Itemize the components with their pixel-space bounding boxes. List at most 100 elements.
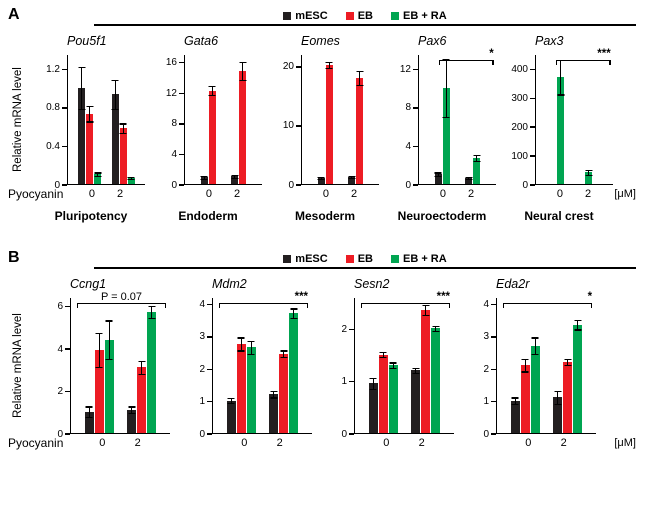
bar-group-0	[557, 59, 564, 184]
bar-mESC	[78, 66, 86, 184]
error-bar-line	[559, 59, 562, 95]
bracket-end-left	[556, 61, 558, 65]
error-bar-cap-top	[422, 304, 430, 307]
bar-mESC	[127, 406, 137, 433]
bar-EB	[520, 358, 530, 433]
y-tick-label: 1	[483, 396, 489, 408]
error-bar-cap-top	[270, 390, 278, 393]
error-bar-cap-bottom	[247, 353, 255, 355]
y-tick-label: 1	[341, 376, 347, 388]
y-tick-label: 4	[483, 298, 489, 310]
x-tick-label: 0	[556, 188, 564, 200]
y-tick-mark	[62, 68, 67, 71]
error-bar-cap-bottom	[317, 179, 325, 181]
error-bar-cap-bottom	[78, 108, 86, 111]
bar-EB+RA	[530, 337, 540, 433]
y-tick-label: 0	[288, 179, 294, 191]
error-bar-cap-bottom	[434, 176, 442, 178]
error-bar-cap-top	[94, 172, 102, 174]
error-bar-cap-bottom	[473, 160, 481, 163]
y-axis: 0 4 8 12	[388, 55, 418, 191]
bar-EB	[236, 337, 246, 433]
y-tick: 2	[199, 362, 212, 376]
y-tick-label: 400	[511, 63, 528, 75]
bar-EB+RA	[585, 170, 592, 184]
plot-wrap: 0 1 2 3 4 ***	[190, 291, 312, 440]
y-tick-mark	[491, 303, 496, 306]
error-bar-cap-bottom	[237, 350, 245, 352]
y-tick-label: 12	[399, 63, 411, 75]
bracket-end-right	[164, 304, 167, 308]
error-bar-line	[203, 175, 205, 179]
error-bar-cap-top	[574, 319, 582, 321]
y-tick-label: 2	[57, 386, 63, 397]
y-tick-mark	[530, 68, 535, 71]
significance-label: ***	[436, 291, 451, 303]
y-tick-mark	[62, 184, 67, 186]
y-tick-label: 2	[483, 363, 489, 375]
error-bar-cap-bottom	[85, 417, 93, 419]
y-tick-label: 1	[199, 396, 205, 408]
y-tick-label: 16	[165, 57, 177, 69]
y-tick-mark	[65, 390, 70, 393]
error-bar-cap-top	[200, 175, 208, 177]
error-bar-cap-bottom	[95, 367, 103, 369]
error-bar-cap-top	[208, 86, 216, 88]
error-bar-cap-top	[127, 177, 135, 179]
y-tick-label: 12	[165, 87, 177, 99]
legend-swatch-icon	[390, 12, 399, 20]
error-bar-line	[392, 362, 394, 368]
bracket-end-left	[360, 304, 363, 308]
bar-EB+RA	[473, 155, 481, 184]
bar-EB	[137, 360, 147, 433]
error-bar-line	[372, 378, 374, 389]
x-tick-label: 2	[134, 437, 141, 449]
legend-label: EB + RA	[402, 253, 447, 265]
y-tick: 4	[57, 342, 70, 356]
legend-item-1: EB	[345, 253, 373, 265]
y-tick: 12	[400, 62, 418, 76]
y-tick: 20	[283, 60, 301, 74]
chart-Eda2r: Eda2r 0 1 2 3 4 * 0 2	[474, 277, 596, 452]
y-tick: 1	[483, 395, 496, 409]
error-bar-line	[435, 325, 437, 331]
error-bar-line	[114, 80, 116, 109]
y-tick: 1.2	[46, 62, 67, 76]
error-bar-cap-top	[95, 333, 103, 335]
chart-Sesn2: Sesn2 0 1 2 *** 0 2	[332, 277, 454, 452]
y-tick-label: 4	[171, 148, 177, 160]
error-bar-cap-bottom	[227, 403, 235, 405]
error-bar-cap-top	[434, 172, 442, 174]
error-bar-cap-bottom	[325, 67, 333, 69]
gene-title: Pax3	[535, 34, 564, 48]
error-bar-cap-top	[348, 175, 356, 177]
y-tick-label: 4	[405, 140, 411, 152]
y-tick-mark	[296, 66, 301, 68]
error-bar-cap-bottom	[412, 372, 420, 375]
error-bar-cap-bottom	[557, 94, 564, 96]
error-bar-line	[437, 172, 439, 177]
error-bar-cap-top	[148, 305, 156, 307]
error-bar-cap-top	[78, 66, 86, 68]
y-tick-mark	[62, 107, 67, 109]
error-bar-cap-top	[86, 106, 94, 108]
y-tick-mark	[207, 336, 212, 338]
y-tick: 4	[171, 147, 184, 161]
bar-EB+RA	[388, 362, 398, 433]
y-tick: 0	[288, 178, 301, 192]
error-bar-cap-bottom	[208, 95, 216, 97]
y-tick: 0	[171, 178, 184, 192]
error-bar-line	[89, 106, 91, 122]
panel-a-letter: A	[8, 6, 20, 23]
y-tick-mark	[491, 400, 496, 403]
chart-Pax3: Pax3 0 100 200 300 400 *** 0 2 Neural crest	[505, 34, 613, 227]
x-tick-label: 2	[560, 437, 567, 449]
error-bar-cap-top	[356, 70, 364, 72]
error-bar-cap-top	[138, 360, 146, 362]
x-tick-label: 0	[99, 437, 106, 449]
error-bar-cap-bottom	[148, 318, 156, 320]
error-bar-cap-bottom	[356, 84, 364, 86]
error-bar-cap-bottom	[86, 121, 94, 123]
bar-group-2	[231, 61, 247, 184]
